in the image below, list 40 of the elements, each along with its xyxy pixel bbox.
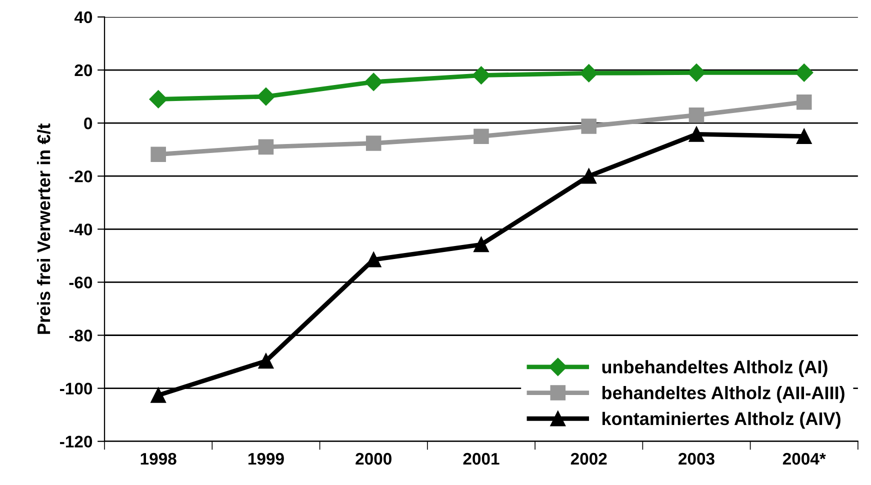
point (150, 146, 166, 162)
point (581, 168, 596, 184)
y-tick-label: -100 (60, 382, 92, 395)
x-tick-label: 2000 (356, 452, 392, 465)
point (581, 118, 596, 134)
y-tick-label: 20 (74, 64, 92, 76)
point (364, 72, 383, 91)
x-tick-label: 2001 (463, 452, 500, 465)
point (472, 66, 490, 84)
point (688, 126, 704, 142)
y-tick-label: 0 (84, 117, 92, 130)
point (796, 94, 812, 110)
point (795, 64, 814, 82)
point (366, 136, 382, 151)
x-tick-label: 1999 (248, 452, 284, 465)
y-tick-label: -120 (60, 436, 92, 448)
legend-label: kontaminiertes Altholz (AIV) (602, 412, 840, 429)
x-tick-label: 2004* (782, 452, 826, 465)
point (256, 88, 276, 106)
point (258, 139, 274, 155)
x-tick-label: 1998 (140, 452, 176, 465)
point (796, 128, 812, 144)
point (688, 107, 704, 123)
point (580, 64, 598, 82)
legend-label: unbehandeltes Altholz (AI) (602, 360, 828, 377)
legend-label: behandeltes Altholz (AII-AIII) (602, 386, 844, 403)
y-axis-title: Preis frei Verwerter in €/t (36, 124, 50, 334)
y-tick-label: -60 (69, 276, 92, 288)
point (150, 388, 166, 403)
y-tick-label: -40 (69, 224, 92, 236)
x-tick-label: 2002 (570, 452, 607, 465)
point (474, 236, 489, 252)
y-tick-label: -80 (69, 330, 92, 342)
y-tick-label: -20 (69, 170, 92, 182)
x-tick-label: 2003 (678, 452, 714, 465)
point (474, 128, 489, 144)
point (149, 90, 168, 108)
y-tick-label: 40 (74, 11, 92, 24)
point (687, 64, 706, 82)
point (258, 353, 274, 369)
